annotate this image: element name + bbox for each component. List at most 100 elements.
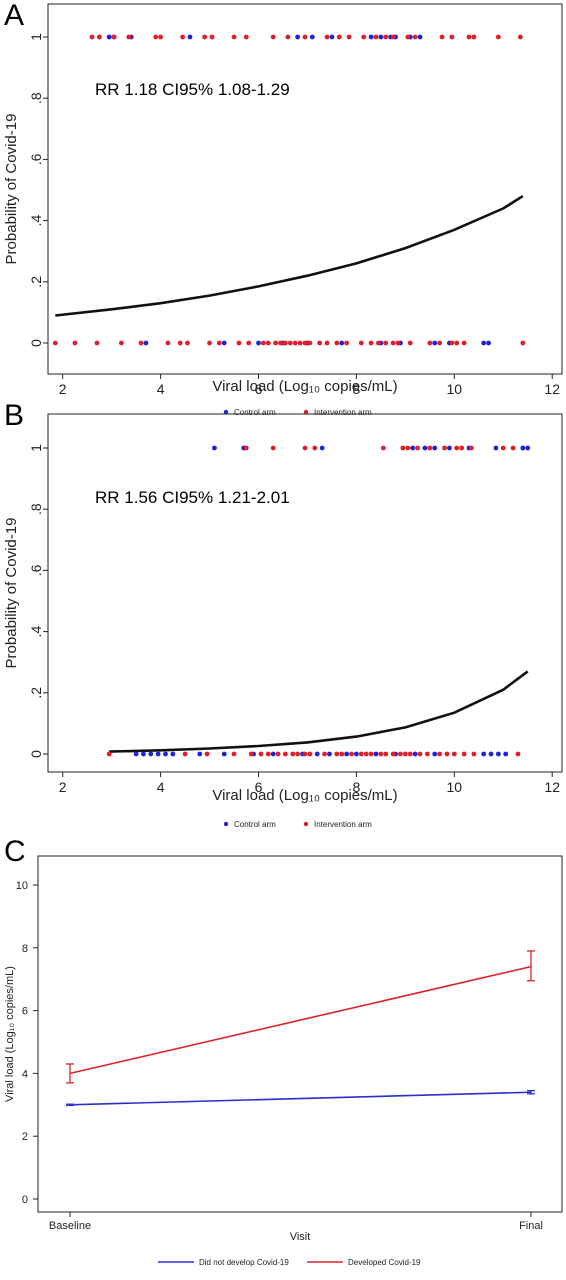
panel-a-point <box>334 340 340 346</box>
panel-b-point <box>349 751 354 757</box>
panel-b-point <box>454 445 460 451</box>
panel-a-point <box>302 34 308 40</box>
panel-a-point <box>481 340 487 346</box>
panel-a-x-tick-label: 6 <box>255 381 263 397</box>
panel-b-point <box>339 751 345 757</box>
panel-b-point <box>182 751 188 757</box>
panel-b-point <box>525 445 531 451</box>
panel-b-point <box>319 445 325 451</box>
panel-a-point <box>97 34 102 40</box>
panel-a-y-tick-label: .6 <box>28 153 44 165</box>
panel-c-y-tick-label: 2 <box>22 1131 28 1143</box>
panel-b-letter: B <box>4 399 25 432</box>
panel-a-point <box>231 34 237 40</box>
panel-a-point <box>373 34 379 40</box>
panel-b-point <box>133 751 139 757</box>
panel-a-point <box>106 34 112 40</box>
panel-b-point <box>424 751 430 757</box>
panel-b-point <box>363 751 369 757</box>
panel-a-point <box>324 34 330 40</box>
panel-a-point <box>302 340 308 346</box>
panel-a-x-axis-label: Viral load (Log₁₀ copies/mL) <box>212 378 397 395</box>
panel-a-point <box>177 340 183 346</box>
panel-a-point <box>383 34 389 40</box>
panel-b-point <box>163 751 168 757</box>
panel-a-point <box>243 34 249 40</box>
panel-b-point <box>231 751 237 757</box>
panel-b-point <box>204 751 210 757</box>
panel-a-point <box>390 340 396 346</box>
panel-a-point <box>273 340 279 346</box>
panel-b-point <box>444 751 450 757</box>
panel-a-point <box>185 340 190 346</box>
panel-a-point <box>285 34 291 40</box>
panel-a-point <box>221 340 227 346</box>
panel-a-annotation: RR 1.18 CI95% 1.08-1.29 <box>95 80 290 99</box>
panel-a-y-tick-label: .8 <box>28 92 44 104</box>
panel-a-point <box>216 340 222 346</box>
panel-b-point <box>334 751 340 757</box>
panel-a-point <box>143 340 149 346</box>
panel-a-point <box>407 340 413 346</box>
panel-b-point <box>447 445 452 451</box>
panel-a-point <box>202 34 208 40</box>
panel-b-point <box>469 445 474 451</box>
panel-b-point <box>283 751 288 757</box>
panel-b-point <box>307 751 313 757</box>
panel-a-point <box>449 34 455 40</box>
panel-a-point <box>520 340 526 346</box>
panel-a-x-tick-label: 4 <box>157 381 165 397</box>
panel-a-point <box>292 340 298 346</box>
panel-b-point <box>410 445 416 451</box>
panel-b-point <box>373 751 379 757</box>
panel-b-point <box>520 445 526 451</box>
panel-b-point <box>141 751 146 757</box>
panel-b-x-tick-label: 2 <box>59 779 67 795</box>
panel-a-point <box>368 34 374 40</box>
panel-a-y-axis-label: Probability of Covid-19 <box>3 114 20 265</box>
panel-b-point <box>481 751 487 757</box>
panel-b-x-tick-label: 8 <box>353 779 361 795</box>
panel-b-y-tick-label: 1 <box>28 444 44 452</box>
panel-a-plot-frame <box>47 3 563 375</box>
panel-b-y-tick-label: .2 <box>28 687 44 699</box>
panel-b-point <box>197 751 203 757</box>
panel-b-point <box>402 751 408 757</box>
panel-b-point <box>155 751 161 757</box>
panel-a-x-tick-label: 2 <box>59 381 67 397</box>
panel-b-point <box>451 751 457 757</box>
panel-b-annotation: RR 1.56 CI95% 1.21-2.01 <box>95 488 290 507</box>
panel-a-point <box>471 34 477 40</box>
panel-a-point <box>368 340 374 346</box>
panel-a-letter: A <box>4 0 25 32</box>
panel-a-point <box>346 34 352 40</box>
panel-b-x-tick-label: 10 <box>447 779 463 795</box>
panel-b-point <box>302 751 308 757</box>
panel-b-point <box>417 751 423 757</box>
panel-b-point <box>515 751 521 757</box>
panel-a-point <box>317 340 323 346</box>
panel-a-point <box>297 340 303 346</box>
panel-b-point <box>258 751 264 757</box>
panel-a-point <box>270 34 276 40</box>
panel-a-y-tick-label: 1 <box>28 33 44 41</box>
panel-b-point <box>106 751 112 757</box>
panel-a-point <box>427 340 433 346</box>
panel-a-point <box>119 340 124 346</box>
panel-a-point <box>417 34 423 40</box>
panel-a-x-tick-label: 12 <box>544 381 560 397</box>
panel-b-point <box>407 751 413 757</box>
panel-a-point <box>209 34 215 40</box>
panel-b-point <box>302 445 308 451</box>
panel-a-point <box>454 340 460 346</box>
panel-a-point <box>486 340 491 346</box>
panel-a-point <box>307 340 313 346</box>
panel-b-point <box>275 751 281 757</box>
panel-b-legend-label: Control arm <box>234 820 276 829</box>
panel-a-y-tick-label: .4 <box>28 215 44 227</box>
panel-a-point <box>358 340 364 346</box>
panel-b-point <box>488 751 494 757</box>
panel-a-point <box>383 340 389 346</box>
panel-a-point <box>283 340 288 346</box>
panel-a-point <box>126 34 132 40</box>
